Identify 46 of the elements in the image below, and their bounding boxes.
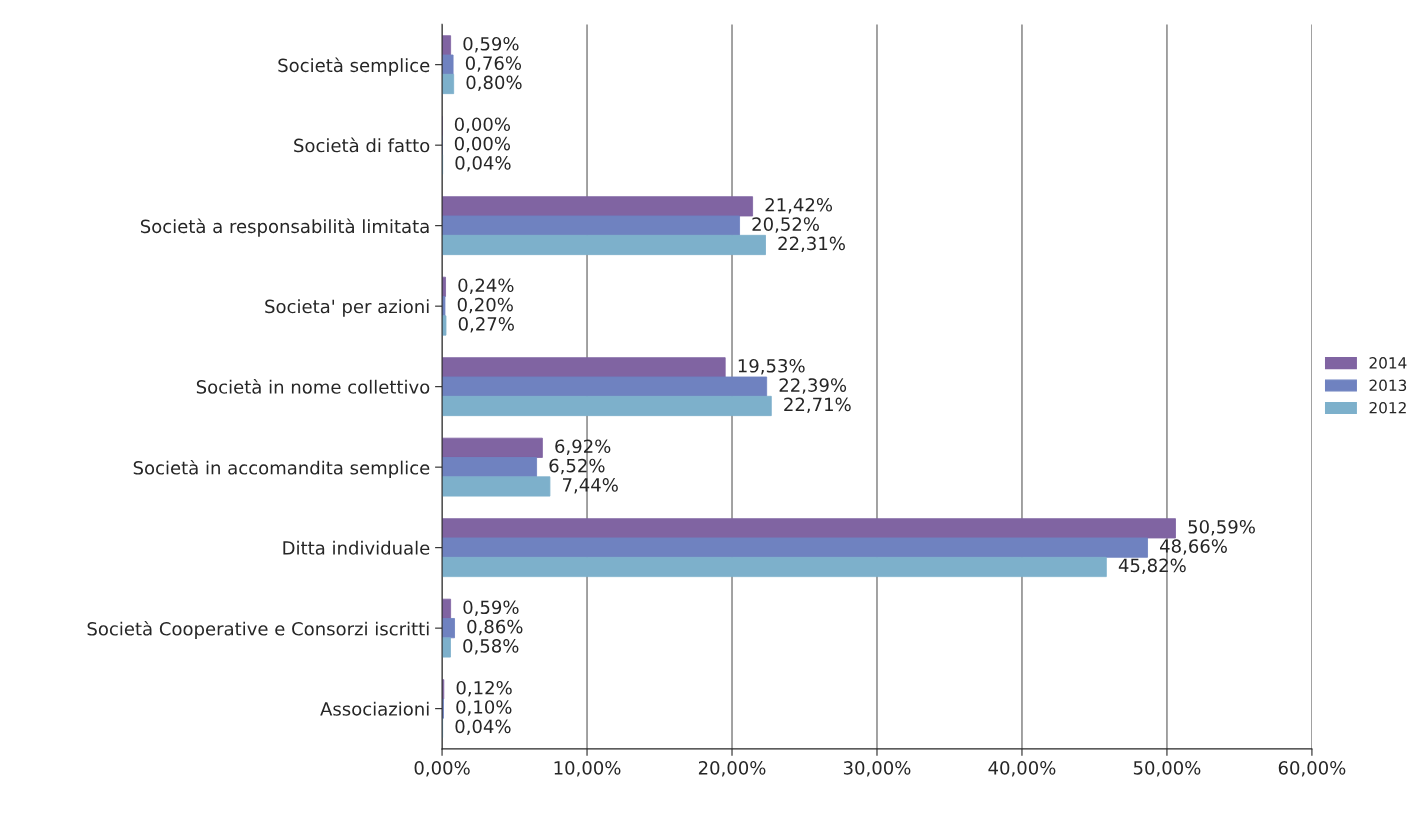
x-tick-label: 10,00% [554,761,621,777]
data-label: 0,00% [454,117,511,133]
y-tick-label: Società in nome collettivo [196,379,430,394]
legend-label: 2012 [1369,401,1406,414]
y-tick-label: Associazioni [320,701,429,716]
legend-label: 2013 [1369,379,1407,392]
data-label: 21,42% [765,197,833,214]
x-tick-label: 40,00% [988,761,1056,777]
data-label: 22,39% [779,378,847,394]
data-label: 0,86% [467,619,523,636]
y-tick-label: Società semplice [278,57,430,76]
data-label: 22,71% [784,397,851,414]
x-tick-label: 0,00% [414,761,470,777]
data-label: 0,76% [465,56,522,72]
y-tick-label: Societa' per azioni [265,299,429,317]
data-label: 45,82% [1118,558,1186,575]
data-label: 22,31% [778,236,845,253]
x-tick-label: 50,00% [1133,761,1201,777]
data-label: 0,59% [463,36,519,53]
y-tick-label: Società Cooperative e Consorzi iscritti [87,620,429,640]
data-label: 48,66% [1160,539,1227,555]
data-label: 0,10% [456,700,512,716]
data-label: 6,52% [549,458,605,475]
data-label: 0,12% [456,680,512,697]
data-label: 0,04% [455,156,511,172]
y-tick-label: Ditta individuale [283,540,430,555]
data-label: 0,00% [454,136,511,153]
data-label: 0,27% [458,317,514,333]
data-label: 7,44% [563,478,618,494]
x-tick-label: 30,00% [843,761,911,777]
data-label: 0,20% [457,297,513,314]
y-tick-label: Società a responsabilità limitata [140,218,429,237]
x-tick-label: 60,00% [1278,761,1346,777]
data-label: 0,24% [458,278,514,294]
data-label: 0,59% [463,600,519,616]
data-label: 0,04% [455,719,511,736]
data-label: 0,80% [466,75,522,92]
legend-label: 2014 [1369,357,1407,369]
data-label: 20,52% [752,217,819,233]
y-tick-label: Società in accomandita semplice [133,459,430,479]
data-label: 50,59% [1188,519,1255,536]
data-label: 0,58% [463,639,519,655]
data-label: 6,92% [555,439,611,455]
data-label: 19,53% [738,358,805,375]
x-tick-label: 20,00% [698,761,766,777]
y-tick-label: Società di fatto [294,137,430,153]
